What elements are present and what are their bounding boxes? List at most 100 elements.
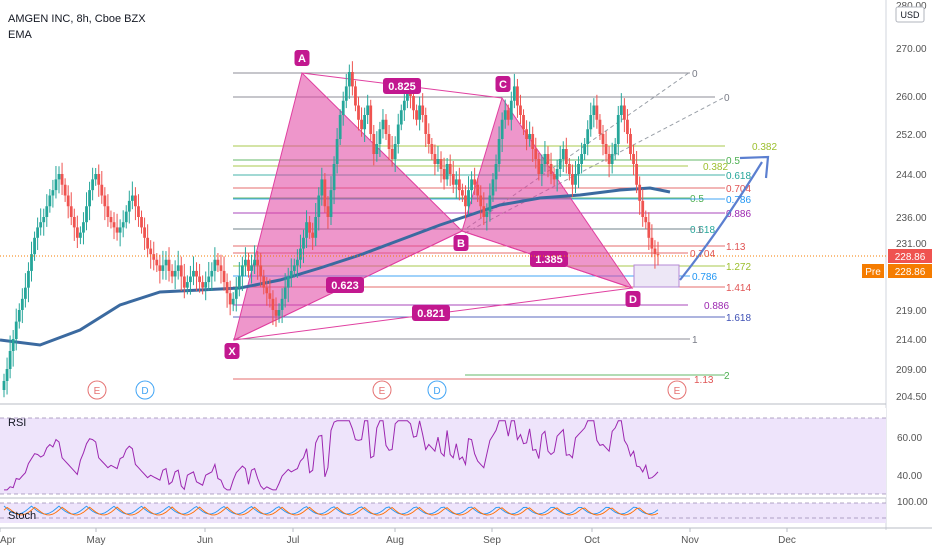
candle-body xyxy=(198,276,201,283)
time-tick-label: Aug xyxy=(386,535,404,546)
candle-body xyxy=(210,270,214,277)
candle-body xyxy=(632,154,635,164)
candle-body xyxy=(311,232,315,238)
candle-body xyxy=(516,86,519,106)
fib-level-label: 1.272 xyxy=(726,262,751,273)
candle-body xyxy=(525,129,528,139)
candle-body xyxy=(647,222,651,238)
candle-body xyxy=(610,154,614,164)
price-tick-label: 270.00 xyxy=(896,44,927,55)
candle-body xyxy=(8,351,12,369)
stoch-tick-label: 100.00 xyxy=(897,497,928,508)
pattern-ratio-label xyxy=(530,251,568,267)
candle-body xyxy=(155,259,159,266)
candle-body xyxy=(75,227,79,238)
fib-level-label: 0.704 xyxy=(690,249,715,260)
candle-body xyxy=(250,265,253,271)
event-marker-label: D xyxy=(141,386,148,397)
candle-body xyxy=(289,270,293,277)
price-tick-label: 204.50 xyxy=(896,392,927,403)
pattern-ratio-label xyxy=(412,305,450,321)
candle-body xyxy=(445,164,449,180)
candle-body xyxy=(641,200,645,217)
pattern-point-x xyxy=(224,343,240,359)
rsi-path xyxy=(4,420,659,491)
price-tick-label: 231.00 xyxy=(896,239,927,250)
last-price-tag xyxy=(888,249,932,263)
candle-body xyxy=(265,287,269,294)
candle-body xyxy=(204,282,208,288)
event-marker-earnings[interactable] xyxy=(87,380,107,400)
candle-body xyxy=(537,159,541,174)
candle-body xyxy=(118,227,122,233)
rsi-tick-label: 60.00 xyxy=(897,433,922,444)
candle-body xyxy=(295,259,299,266)
candle-body xyxy=(363,115,367,130)
candle-body xyxy=(626,119,629,134)
candle-body xyxy=(292,265,296,271)
time-tick-label: Dec xyxy=(778,535,796,546)
time-tick-label: Sep xyxy=(483,535,501,546)
candle-body xyxy=(638,184,642,201)
candle-body xyxy=(140,217,143,228)
main-pane[interactable] xyxy=(0,0,886,404)
fib-level-label: 1.13 xyxy=(694,375,714,386)
candle-body xyxy=(259,265,263,277)
candle-body xyxy=(595,105,599,120)
candle-body xyxy=(586,129,590,144)
candle-body xyxy=(79,232,82,238)
candle-body xyxy=(552,174,556,180)
candle-body xyxy=(497,139,501,164)
fib-level-label: 0.5 xyxy=(726,156,740,167)
pattern-point-d-text: D xyxy=(629,294,637,306)
candle-body xyxy=(335,139,339,164)
candle-body xyxy=(540,164,544,174)
candle-body xyxy=(164,259,168,266)
event-marker-dividend[interactable] xyxy=(135,380,155,400)
candle-body xyxy=(231,298,235,305)
fib-level-label: 0.886 xyxy=(704,301,729,312)
candle-body xyxy=(109,217,113,223)
candle-body xyxy=(274,310,278,316)
candle-body xyxy=(598,119,602,134)
event-marker-earnings[interactable] xyxy=(667,380,687,400)
candle-body xyxy=(415,110,418,120)
candle-body xyxy=(381,119,385,130)
candle-body xyxy=(399,110,403,125)
candle-body xyxy=(42,217,46,223)
candle-body xyxy=(121,222,125,228)
candle-body xyxy=(558,159,562,169)
candle-body xyxy=(124,211,128,223)
fib-level-label: 1.414 xyxy=(726,283,751,294)
event-marker-earnings[interactable] xyxy=(372,380,392,400)
candle-body xyxy=(494,164,498,180)
candle-body xyxy=(103,195,107,207)
candle-body xyxy=(616,115,620,144)
candle-body xyxy=(338,115,342,139)
time-tick-label: Apr xyxy=(0,535,16,546)
stoch-label: Stoch xyxy=(8,510,36,522)
event-marker-label: E xyxy=(674,386,681,397)
candle-body xyxy=(564,149,568,164)
candle-body xyxy=(653,248,657,255)
candle-body xyxy=(433,154,437,164)
candle-body xyxy=(253,259,256,266)
pattern-point-a xyxy=(294,50,310,66)
pattern-point-b xyxy=(453,235,469,251)
candle-body xyxy=(613,144,617,154)
currency-button[interactable] xyxy=(895,6,925,23)
candle-body xyxy=(375,144,379,154)
candle-body xyxy=(82,222,85,233)
candle-body xyxy=(170,270,174,277)
pre-tag xyxy=(862,264,884,278)
candle-body xyxy=(228,293,232,305)
pattern-point-a-text: A xyxy=(298,53,306,65)
rsi-line xyxy=(4,420,659,491)
candles xyxy=(2,61,660,398)
forecast-arrowhead xyxy=(739,155,770,179)
candle-body xyxy=(262,276,266,288)
event-marker-dividend[interactable] xyxy=(427,380,447,400)
candle-body xyxy=(604,144,608,154)
